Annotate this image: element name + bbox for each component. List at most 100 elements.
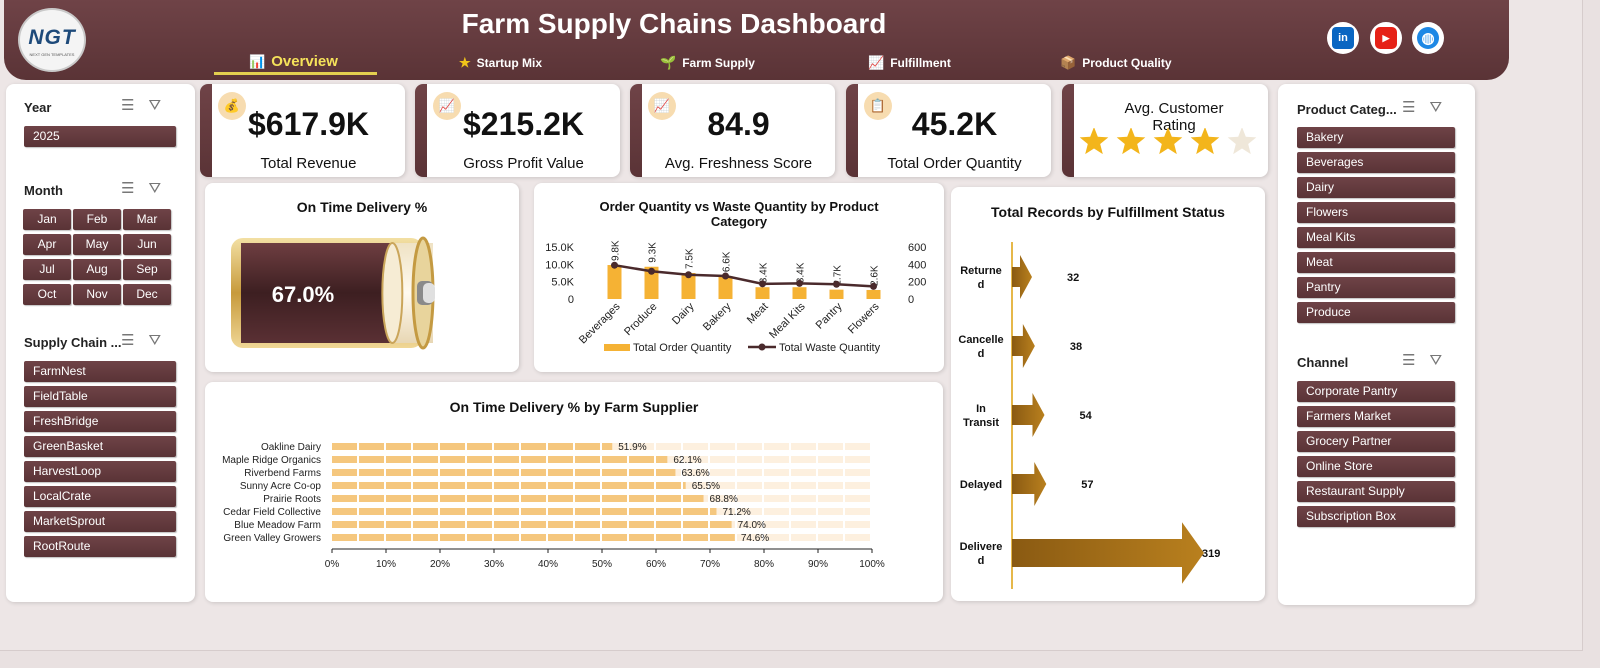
bar-segment-gap	[843, 521, 845, 528]
y-tick-label: 0	[568, 294, 574, 306]
bar-segment-gap	[789, 443, 791, 450]
bar-segment-gap	[357, 443, 359, 450]
y2-tick-label: 400	[908, 259, 926, 271]
bar-segment-gap	[546, 482, 548, 489]
order-bar	[792, 287, 807, 299]
tab-startup-mix[interactable]: ★ Startup Mix	[459, 55, 542, 71]
month-option[interactable]: May	[73, 234, 121, 255]
tab-fulfillment[interactable]: 📈 Fulfillment	[868, 55, 951, 71]
slicer-controls[interactable]: ☰⛛	[121, 96, 175, 114]
bar-segment-gap	[735, 521, 737, 528]
slicer-controls[interactable]: ☰⛛	[121, 179, 175, 197]
supplier-bar	[332, 521, 732, 528]
multi-select-icon[interactable]: ☰	[1402, 352, 1430, 369]
supply-chain-option[interactable]: FarmNest	[24, 361, 176, 382]
bar-segment-gap	[816, 495, 818, 502]
logo: NGT NEXT GEN TEMPLATES	[18, 8, 86, 72]
slicer-controls[interactable]: ☰⛛	[1402, 98, 1456, 116]
battery-fill-edge	[381, 242, 404, 344]
product-category-option[interactable]: Pantry	[1297, 277, 1455, 298]
bar-segment-gap	[438, 508, 440, 515]
kpi-label: Gross Profit Value	[463, 155, 584, 172]
month-option[interactable]: Jun	[123, 234, 171, 255]
bar-segment-gap	[438, 534, 440, 541]
supply-chain-option[interactable]: HarvestLoop	[24, 461, 176, 482]
month-option[interactable]: Jan	[23, 209, 71, 230]
tab-overview[interactable]: 📊 Overview	[249, 53, 338, 70]
left-filter-panel: Year ☰⛛ 2025 Month ☰⛛ Jan Feb Mar Apr May Jun…	[6, 84, 195, 602]
month-option[interactable]: Mar	[123, 209, 171, 230]
product-category-option[interactable]: Meal Kits	[1297, 227, 1455, 248]
product-category-option[interactable]: Produce	[1297, 302, 1455, 323]
clear-filter-icon[interactable]: ⛛	[1429, 352, 1457, 369]
bar-segment-gap	[600, 469, 602, 476]
slicer-controls[interactable]: ☰⛛	[121, 331, 175, 349]
month-option[interactable]: Feb	[73, 209, 121, 230]
multi-select-icon[interactable]: ☰	[121, 97, 149, 114]
channel-option[interactable]: Corporate Pantry	[1297, 381, 1455, 402]
multi-select-icon[interactable]: ☰	[121, 180, 149, 197]
product-category-option[interactable]: Bakery	[1297, 127, 1455, 148]
product-category-slicer-title: Product Categ...	[1297, 102, 1397, 117]
year-option[interactable]: 2025	[24, 126, 176, 147]
clear-filter-icon[interactable]: ⛛	[148, 180, 176, 197]
supply-chain-option[interactable]: FreshBridge	[24, 411, 176, 432]
bar-segment-gap	[681, 469, 683, 476]
linkedin-button[interactable]: in	[1327, 22, 1359, 54]
channel-option[interactable]: Grocery Partner	[1297, 431, 1455, 452]
youtube-button[interactable]: ▶	[1370, 22, 1402, 54]
bar-segment-gap	[762, 469, 764, 476]
supply-chain-option[interactable]: FieldTable	[24, 386, 176, 407]
bar-segment-gap	[492, 456, 494, 463]
kpi-total-revenue: 💰 $617.9K Total Revenue	[200, 84, 405, 177]
fulfillment-arrow	[1012, 255, 1032, 299]
channel-option[interactable]: Farmers Market	[1297, 406, 1455, 427]
bar-segment-gap	[654, 456, 656, 463]
tab-farm-supply[interactable]: 🌱 Farm Supply	[660, 55, 755, 71]
month-option[interactable]: Nov	[73, 284, 121, 305]
supply-chain-slicer-title: Supply Chain ...	[24, 335, 122, 350]
bar-segment-gap	[789, 508, 791, 515]
supply-chain-option[interactable]: MarketSprout	[24, 511, 176, 532]
month-option[interactable]: Apr	[23, 234, 71, 255]
clear-filter-icon[interactable]: ⛛	[148, 332, 176, 349]
tab-product-quality[interactable]: 📦 Product Quality	[1060, 55, 1172, 71]
supply-chain-option[interactable]: LocalCrate	[24, 486, 176, 507]
bar-segment-gap	[573, 469, 575, 476]
fulfillment-arrow	[1012, 324, 1035, 368]
waste-point	[685, 271, 692, 279]
month-option[interactable]: Oct	[23, 284, 71, 305]
month-option[interactable]: Dec	[123, 284, 171, 305]
trend-icon: 📈	[433, 92, 461, 120]
multi-select-icon[interactable]: ☰	[121, 332, 149, 349]
bar-segment-gap	[708, 508, 710, 515]
month-option[interactable]: Sep	[123, 259, 171, 280]
linkedin-icon: in	[1332, 27, 1354, 49]
supplier-bar	[332, 456, 668, 463]
product-category-option[interactable]: Flowers	[1297, 202, 1455, 223]
month-option[interactable]: Aug	[73, 259, 121, 280]
bar-segment-gap	[762, 443, 764, 450]
slicer-controls[interactable]: ☰⛛	[1402, 351, 1456, 369]
supply-chain-option[interactable]: GreenBasket	[24, 436, 176, 457]
bar-segment-gap	[600, 443, 602, 450]
website-button[interactable]: ◍	[1412, 22, 1444, 54]
product-category-option[interactable]: Dairy	[1297, 177, 1455, 198]
clear-filter-icon[interactable]: ⛛	[148, 97, 176, 114]
multi-select-icon[interactable]: ☰	[1402, 99, 1430, 116]
channel-option[interactable]: Restaurant Supply	[1297, 481, 1455, 502]
legend-label-order: Total Order Quantity	[633, 342, 732, 354]
bar-segment-gap	[465, 443, 467, 450]
bar-segment-gap	[600, 456, 602, 463]
product-category-option[interactable]: Meat	[1297, 252, 1455, 273]
x-tick-label: 90%	[808, 559, 828, 570]
channel-option[interactable]: Online Store	[1297, 456, 1455, 477]
box-icon: 📦	[1060, 55, 1077, 70]
bar-segment-gap	[762, 521, 764, 528]
supply-chain-option[interactable]: RootRoute	[24, 536, 176, 557]
clear-filter-icon[interactable]: ⛛	[1429, 99, 1457, 116]
channel-option[interactable]: Subscription Box	[1297, 506, 1455, 527]
bar-segment-gap	[816, 456, 818, 463]
product-category-option[interactable]: Beverages	[1297, 152, 1455, 173]
month-option[interactable]: Jul	[23, 259, 71, 280]
